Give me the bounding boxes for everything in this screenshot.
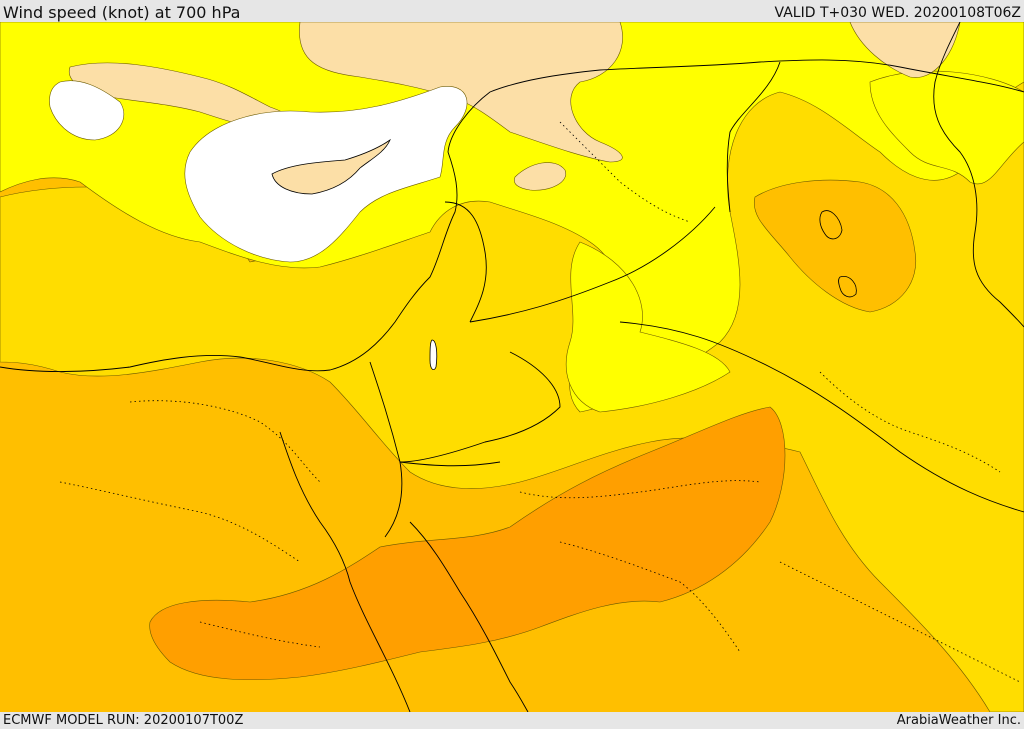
orange-east-patch xyxy=(753,179,917,313)
footer-bar: ECMWF MODEL RUN: 20200107T00Z ArabiaWeat… xyxy=(0,712,1024,729)
model-run-label: ECMWF MODEL RUN: 20200107T00Z xyxy=(3,713,244,728)
credit-label: ArabiaWeather Inc. xyxy=(896,713,1021,728)
map-title: Wind speed (knot) at 700 hPa xyxy=(3,3,241,22)
pale-northeast-patch xyxy=(849,22,961,78)
pale-syria-patch xyxy=(513,162,567,191)
map-svg xyxy=(0,22,1024,712)
boundary-lines xyxy=(0,22,1024,712)
map-canvas xyxy=(0,22,1024,712)
dead-sea xyxy=(429,339,438,371)
orange-wind-band xyxy=(149,406,786,681)
valid-time: VALID T+030 WED. 20200108T06Z xyxy=(774,5,1021,21)
dotted-admin-lines xyxy=(59,121,1021,683)
calm-aegean-area xyxy=(49,80,125,141)
cyprus-island xyxy=(271,138,391,195)
header-bar: Wind speed (knot) at 700 hPa VALID T+030… xyxy=(0,0,1024,22)
yellow-northeast-lobe xyxy=(869,70,1024,185)
lakes xyxy=(819,210,857,298)
yellow-central-tongue xyxy=(566,241,731,413)
